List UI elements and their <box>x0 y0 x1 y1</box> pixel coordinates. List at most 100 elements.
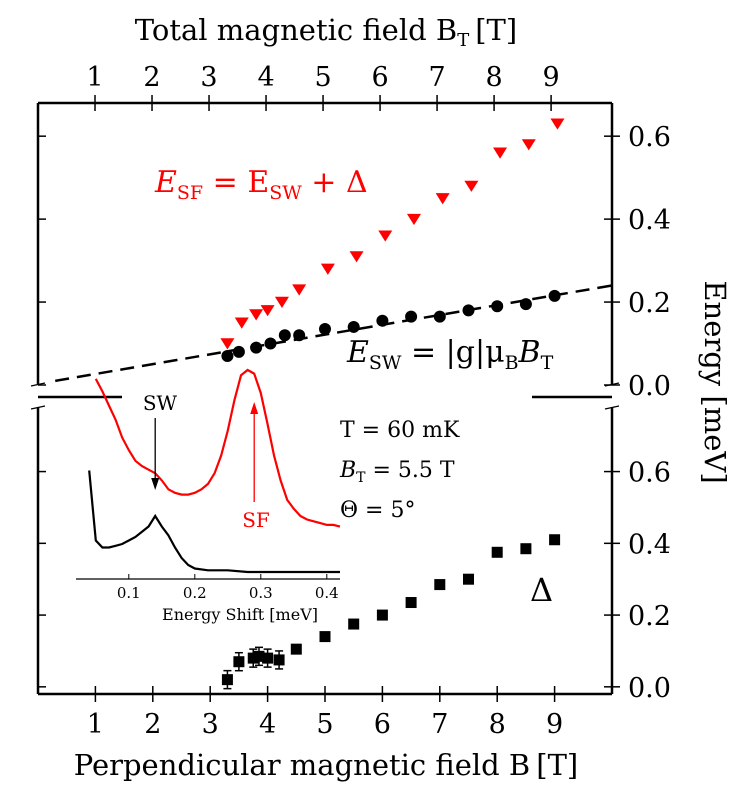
sw-eq-mid-sub: B <box>505 352 519 374</box>
field-label-symbol: B <box>339 458 356 483</box>
delta-label: Δ <box>530 571 553 609</box>
sf-data-point <box>378 230 393 242</box>
sw-eq-rhs-sub: T <box>541 352 554 374</box>
delta-data-point <box>520 543 532 555</box>
upper-y-tick-label: 0.4 <box>628 205 671 236</box>
delta-data-point <box>549 534 561 546</box>
delta-data-point <box>273 654 285 666</box>
top-tick-label: 5 <box>314 62 331 93</box>
bottom-tick-label: 9 <box>546 709 563 740</box>
sf-eq-rhs: + Δ <box>302 165 368 200</box>
inset-sw-label: SW <box>143 391 178 415</box>
break-mark <box>30 405 46 410</box>
axes-frame <box>30 101 620 696</box>
sf-data-point <box>349 251 364 263</box>
sf-data-point <box>521 139 536 151</box>
upper-y-tick-label: 0.6 <box>628 122 671 153</box>
sw-equation: ESW = |g|μBBT <box>346 335 554 374</box>
top-axis-title-unit: [T] <box>475 13 517 47</box>
lower-y-tick-label: 0.6 <box>628 458 671 489</box>
sw-data-point <box>405 310 418 323</box>
delta-data-point <box>491 546 503 558</box>
sw-data-point <box>462 304 475 317</box>
top-tick-label: 9 <box>542 62 559 93</box>
axis-ticks <box>38 95 620 702</box>
temperature-label: T = 60 mK <box>340 418 460 443</box>
axis-tick-labels: 1 2 3 4 5 6 7 8 91 2 3 4 5 6 7 8 90.00.20.40.60.00.20.40… <box>86 62 671 740</box>
lower-panel <box>221 534 561 690</box>
lower-y-tick-label: 0.4 <box>628 529 671 560</box>
top-axis-title-sub: T <box>457 30 469 51</box>
sw-data-point <box>250 341 263 354</box>
delta-data-point <box>434 579 446 591</box>
sf-data-point <box>406 213 421 226</box>
inset-tick-label: 0.3 <box>249 584 273 602</box>
bottom-tick-label: 3 <box>202 709 219 740</box>
sf-data-point <box>249 309 264 321</box>
top-tick-label: 3 <box>200 62 217 93</box>
bottom-axis-title-unit: [T] <box>536 748 578 782</box>
sf-eq-lhs: E <box>154 165 177 200</box>
right-axis-title: Energy [meV] <box>698 280 732 483</box>
bottom-tick-label: 2 <box>144 709 161 740</box>
sf-data-point <box>550 118 565 130</box>
bottom-tick-label: 8 <box>489 709 506 740</box>
sf-data-point <box>220 338 235 350</box>
top-tick-label: 2 <box>143 62 160 93</box>
delta-data-point <box>348 618 360 630</box>
bottom-tick-label: 5 <box>316 709 333 740</box>
inset-spectrum: 0.1 0.2 0.3 0.4 Energy Shift [meV] SW SF <box>76 368 341 624</box>
bottom-tick-label: 4 <box>259 709 276 740</box>
sf-data-point <box>435 193 450 205</box>
sw-data-point <box>347 320 360 333</box>
delta-data-point <box>376 609 388 621</box>
sw-data-point <box>232 345 245 358</box>
inset-black-spectrum <box>88 470 340 574</box>
bottom-tick-label: 7 <box>431 709 448 740</box>
sf-equation: ESF = ESW + Δ <box>154 165 368 204</box>
inset-curves <box>88 368 341 574</box>
field-label-sub: T <box>356 470 366 486</box>
sf-arrow-head <box>250 402 259 414</box>
sw-data-point <box>293 329 306 342</box>
break-mark <box>604 405 620 410</box>
top-axis-title: Total magnetic field BT [T] <box>135 13 517 51</box>
sw-data-point <box>548 289 561 302</box>
inset-xlabel: Energy Shift [meV] <box>162 605 318 624</box>
inset-sf-label: SF <box>242 508 270 532</box>
delta-data-point <box>463 573 474 585</box>
inset-red-spectrum <box>94 368 341 528</box>
sf-data-point <box>493 147 508 159</box>
sf-eq-lhs-sub: SF <box>177 182 203 204</box>
delta-data-point <box>405 597 417 609</box>
sw-eq-lhs-sub: SW <box>369 352 402 374</box>
sw-data-point <box>519 298 532 311</box>
inset-tick-label: 0.2 <box>183 584 207 602</box>
sf-eq-mid: = E <box>203 165 269 200</box>
bottom-tick-label: 1 <box>87 709 104 740</box>
delta-data-point <box>319 631 331 643</box>
delta-data-point <box>247 652 259 664</box>
sf-data-point <box>260 305 275 317</box>
inset-ticks: 0.1 0.2 0.3 0.4 <box>117 574 339 602</box>
sw-eq-mid: = |g|μ <box>401 335 504 370</box>
top-tick-label: 6 <box>371 62 388 93</box>
delta-data-point <box>290 643 302 655</box>
fit-line-sw <box>55 284 613 383</box>
top-tick-label: 4 <box>257 62 274 93</box>
sw-data-point <box>319 323 331 336</box>
top-tick-label: 8 <box>485 62 502 93</box>
sw-data-point <box>376 314 389 327</box>
top-tick-label: 7 <box>428 62 445 93</box>
sw-data-point <box>264 337 277 350</box>
sf-data-point <box>292 284 307 296</box>
sw-eq-rhs: B <box>518 335 541 370</box>
bottom-axis-title-text: Perpendicular magnetic field B <box>74 748 531 782</box>
delta-data-point <box>221 674 233 686</box>
lower-y-tick-label: 0.0 <box>628 673 671 704</box>
delta-data-point <box>262 652 274 664</box>
inset-tick-label: 0.1 <box>117 584 141 602</box>
bottom-tick-label: 6 <box>374 709 391 740</box>
